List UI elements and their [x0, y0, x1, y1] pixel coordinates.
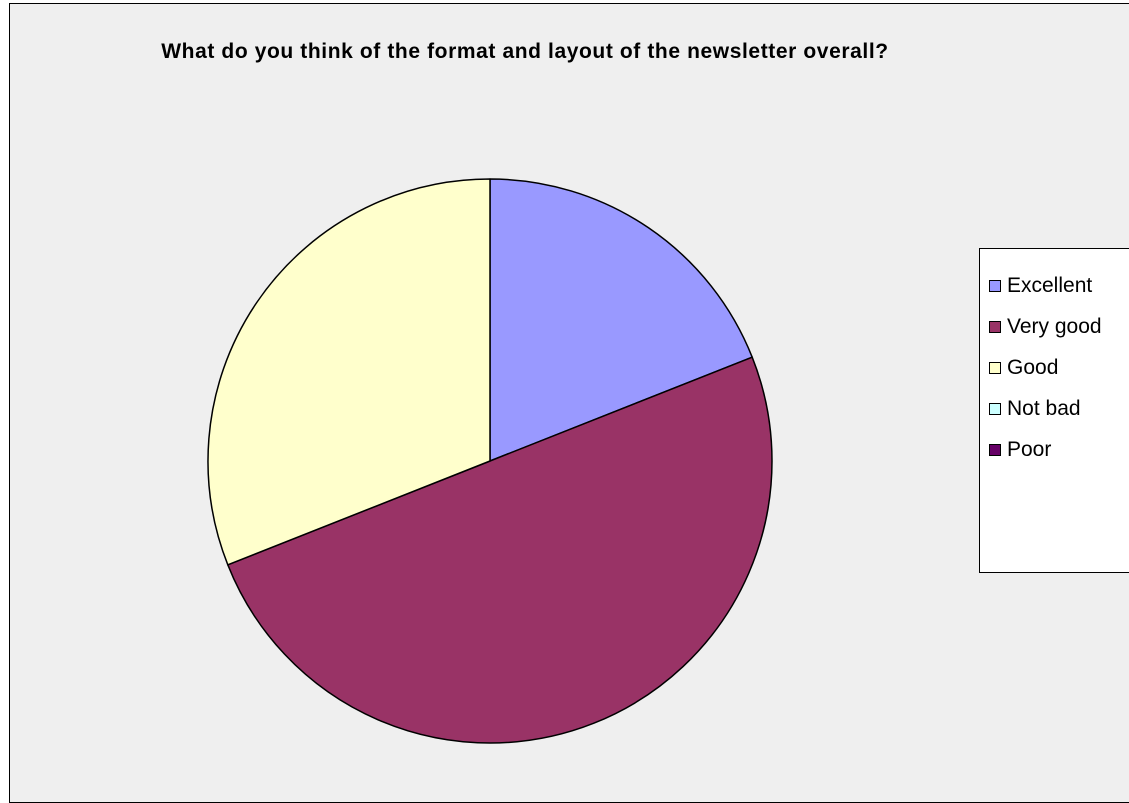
legend-item-excellent: Excellent [989, 273, 1092, 299]
legend-swatch-excellent [989, 280, 1001, 292]
legend-item-good: Good [989, 355, 1058, 381]
legend-item-poor: Poor [989, 437, 1051, 463]
legend-label-excellent: Excellent [1007, 274, 1093, 297]
pie-slice-excellent [489, 178, 753, 462]
legend-label-not-bad: Not bad [1007, 397, 1081, 420]
pie-slice-good [207, 178, 491, 566]
legend-label-very-good: Very good [1007, 315, 1102, 338]
legend-swatch-poor [989, 444, 1001, 456]
pie-slice-very-good [227, 356, 773, 744]
legend-label-poor: Poor [1007, 438, 1052, 461]
legend-label-good: Good [1007, 356, 1059, 379]
legend-swatch-good [989, 362, 1001, 374]
legend-swatch-not-bad [989, 403, 1001, 415]
legend: Excellent Very good Good Not bad Poor [979, 248, 1129, 573]
legend-item-not-bad: Not bad [989, 396, 1081, 422]
legend-item-very-good: Very good [989, 314, 1102, 340]
legend-swatch-very-good [989, 321, 1001, 333]
chart-title: What do you think of the format and layo… [161, 40, 889, 63]
